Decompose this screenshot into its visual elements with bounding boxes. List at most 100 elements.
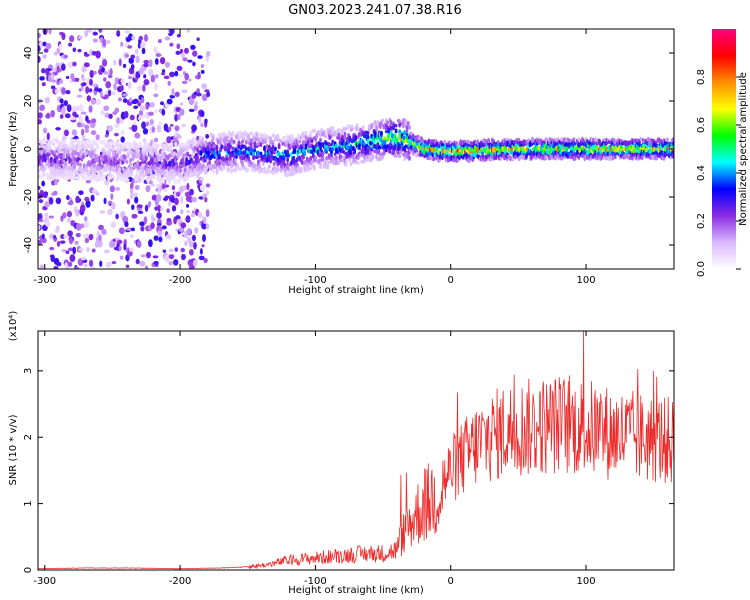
spectrogram-cell [39,189,44,195]
spectrogram-cell [76,121,83,128]
spectrogram-cell [68,42,73,47]
spectrogram-cell [159,56,166,65]
spectrogram-cell [127,172,131,178]
spectrogram-cell [143,114,150,118]
spectrogram-cell [343,151,347,155]
spectrogram-cell [588,141,592,146]
spectrogram-cell [99,171,103,175]
spectrogram-cell [88,88,93,93]
spectrogram-cell [436,141,439,146]
spectrogram-cell [186,175,190,181]
spectrogram-cell [327,160,331,165]
spectrogram-cell [56,159,59,164]
spectrogram-cell [594,136,598,143]
spectrogram-cell [83,216,88,222]
spectrogram-cell [38,219,44,223]
snr-y-label: SNR (10 * v/v) [8,414,19,485]
spectrogram-cell [362,142,366,146]
spectrogram-cell [274,146,277,152]
spectrogram-cell [203,216,207,225]
spectrogram-cell [281,139,285,143]
spectrogram-cell [253,148,257,153]
colorbar-label: Normalized spectral amplitude [738,72,749,226]
spectrogram-cell [166,98,173,105]
spectrogram-cell [239,151,243,156]
spectrogram-cell [344,126,348,131]
spectrogram-cell [576,150,579,156]
spectrogram-cell [199,184,206,192]
spectrogram-cell [158,236,163,243]
spectrogram-cell [142,173,146,178]
spectrogram-cell [356,135,360,139]
spectrogram-cell [90,118,97,124]
spectrogram-cell [649,150,652,154]
spectrogram-cell [101,164,104,168]
spectrogram-cell [193,145,197,151]
spectrogram-cell [142,128,149,135]
spectrogram-cell [308,142,311,146]
spectrogram-cell [71,129,78,136]
spectrogram-cell [316,146,320,151]
spectrogram-cell [78,115,83,123]
spectrogram-cell [215,161,219,167]
spectrogram-cell [348,135,352,141]
spectrogram-cell [157,229,163,238]
spectrogram-cell [175,179,179,185]
spectrogram-cell [186,227,192,236]
spectrogram-cell [167,80,171,86]
spectrogram-cell [148,68,154,77]
spectrogram-cell [476,140,480,145]
spectrogram-cell [139,105,146,112]
spectrogram-cell [148,59,153,68]
spectrogram-cell [71,153,75,159]
spectrogram-cell [65,75,70,80]
spectrogram-cell [347,123,350,130]
spectrogram-cell [112,174,115,179]
spectrogram-cell [388,149,392,154]
spectrogram-cell [138,141,142,146]
spectrogram-cell [180,196,184,204]
spectrogram-cell [105,90,109,96]
spectrogram-cell [86,143,90,148]
spectrogram-cell [380,130,383,136]
spectrogram-cell [386,145,389,149]
spectrogram-cell [263,145,266,151]
spectrogram-cell [356,160,360,166]
spectrogram-cell [206,50,211,57]
spectrogram-cell [313,164,316,171]
spectrogram-cell [87,175,91,181]
spectrogram-cell [303,150,307,157]
spectrogram-cell [60,160,64,165]
spectrogram-cell [102,38,107,47]
spectrogram-cell [248,159,252,164]
spectrogram-cell [248,163,252,168]
spectrogram-cell [200,64,204,68]
spectrogram-cell [186,182,190,191]
spectrogram-cell [59,240,66,244]
spectrogram-cell [46,132,50,141]
spectrogram-cell [623,154,627,160]
spectrogram-cell [141,47,146,55]
spectrogram-cell [432,155,436,162]
spectrogram-cell [101,228,107,235]
spectrogram-cell [405,125,409,130]
spectrogram-cell [238,167,242,172]
spectrogram-cell [120,78,125,84]
spectrogram-cell [299,167,303,173]
spectrogram-cell [568,155,572,160]
spectrogram-cell [326,164,330,170]
spectrogram-cell [78,104,84,112]
spectrogram-cell [65,89,71,95]
spectrogram-cell [45,42,52,50]
spectrogram-cell [190,212,196,218]
spectrogram-cell [398,154,402,159]
spectrogram-cell [281,151,285,156]
spectrogram-cell [88,233,94,241]
spectrogram-cell [91,189,98,194]
snr-x-ticks: -300 -200 -100 0 100 [33,331,596,587]
spectrogram-cell [324,134,327,139]
spectrogram-cell [142,84,146,92]
x-tick-label: -100 [304,275,327,286]
spectrogram-cell [206,91,211,98]
